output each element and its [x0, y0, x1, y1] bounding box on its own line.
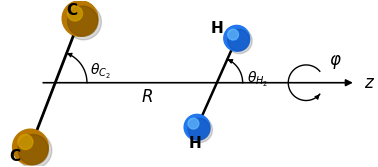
Text: $R$: $R$ [141, 88, 153, 106]
Circle shape [228, 29, 249, 51]
Text: C: C [67, 3, 77, 18]
Circle shape [188, 118, 210, 140]
Circle shape [18, 134, 33, 149]
Circle shape [187, 117, 212, 143]
Text: C: C [9, 149, 20, 164]
Circle shape [62, 1, 98, 36]
Circle shape [224, 25, 249, 51]
Text: $\varphi$: $\varphi$ [330, 53, 342, 71]
Circle shape [66, 4, 101, 40]
Text: H: H [189, 136, 201, 151]
Circle shape [184, 114, 210, 140]
Circle shape [18, 134, 48, 165]
Circle shape [226, 28, 252, 54]
Circle shape [16, 133, 52, 167]
Circle shape [68, 6, 82, 21]
Circle shape [188, 118, 199, 129]
Circle shape [228, 29, 239, 40]
Text: $z$: $z$ [364, 74, 375, 92]
Circle shape [68, 6, 98, 36]
Text: $\theta_{H_2}$: $\theta_{H_2}$ [246, 70, 268, 89]
Circle shape [12, 129, 48, 165]
Text: $\theta_{C_2}$: $\theta_{C_2}$ [90, 62, 111, 81]
Text: H: H [211, 21, 223, 36]
